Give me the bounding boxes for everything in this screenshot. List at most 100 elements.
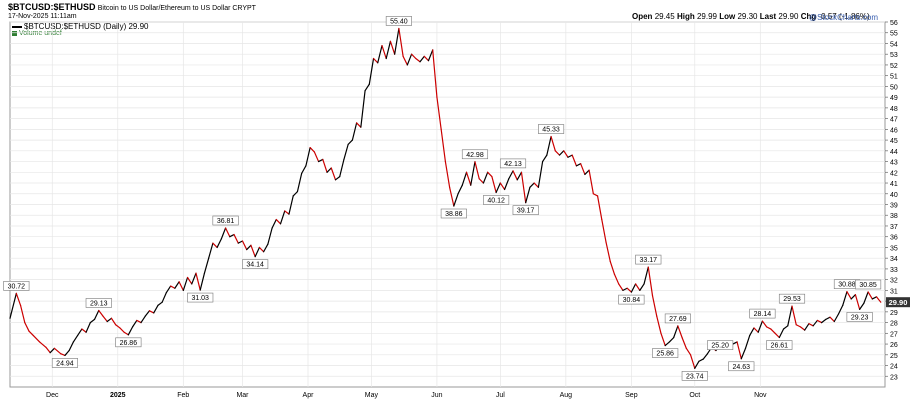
y-tick-label: 26 xyxy=(890,342,898,349)
price-line-segment xyxy=(778,328,785,339)
y-tick-label: 49 xyxy=(890,95,898,102)
price-line-segment xyxy=(698,358,704,362)
price-line-segment xyxy=(482,171,489,184)
price-line-segment xyxy=(601,218,607,243)
price-line-segment xyxy=(664,341,671,347)
price-line-segment xyxy=(550,135,556,152)
data-label: 40.12 xyxy=(487,197,505,204)
price-line-segment xyxy=(440,128,446,163)
data-label: 42.13 xyxy=(504,161,522,168)
data-label: 30.84 xyxy=(623,297,641,304)
price-line-segment xyxy=(749,327,755,337)
y-tick-label: 56 xyxy=(890,20,898,27)
price-line-segment xyxy=(457,184,463,195)
price-line-segment xyxy=(144,310,151,317)
y-tick-label: 34 xyxy=(890,256,898,263)
data-label: 34.14 xyxy=(246,262,264,269)
price-line-segment xyxy=(165,285,172,294)
chart-date: 17-Nov-2025 11:11am xyxy=(8,13,77,20)
price-line-segment xyxy=(334,175,341,181)
data-label-box xyxy=(766,340,793,350)
price-line-segment xyxy=(309,147,315,153)
price-line-segment xyxy=(199,272,206,291)
last-label: Last xyxy=(759,12,777,21)
series-legend: $BTCUSD:$ETHUSD (Daily) 29.90 xyxy=(12,22,148,32)
y-tick-label: 44 xyxy=(890,149,898,156)
price-line-segment xyxy=(153,304,159,314)
price-line-segment xyxy=(148,310,155,314)
x-tick-label: Aug xyxy=(560,392,573,399)
data-label-box xyxy=(85,298,112,308)
data-label-box xyxy=(778,293,806,304)
price-line-segment xyxy=(529,182,535,188)
price-line-segment xyxy=(478,178,485,184)
price-line-segment xyxy=(533,182,539,188)
price-line-segment xyxy=(525,186,531,204)
data-label-box xyxy=(212,215,239,226)
price-line-segment xyxy=(106,317,113,323)
data-label: 25.20 xyxy=(711,343,729,350)
price-line-segment xyxy=(656,315,662,334)
price-line-segment xyxy=(64,349,70,357)
y-tick-label: 33 xyxy=(890,267,898,274)
y-tick-label: 43 xyxy=(890,160,898,167)
price-line-segment xyxy=(93,309,100,320)
price-line-segment xyxy=(415,57,421,63)
price-line-segment xyxy=(567,154,573,158)
price-line-segment xyxy=(351,122,358,141)
price-line-segment xyxy=(60,353,66,357)
price-line-segment xyxy=(131,319,138,328)
price-line-segment xyxy=(343,143,349,161)
data-label-box xyxy=(51,358,79,368)
volume-legend: Volume undef xyxy=(12,30,62,37)
price-line-segment xyxy=(449,186,455,207)
data-label: 29.23 xyxy=(851,314,869,321)
price-line-segment xyxy=(45,346,51,354)
price-line-segment xyxy=(140,315,146,324)
price-line-segment xyxy=(15,292,22,307)
price-line-segment xyxy=(470,161,476,186)
data-label: 24.94 xyxy=(56,360,74,367)
price-line-segment xyxy=(871,296,878,300)
price-line-segment xyxy=(136,319,142,324)
price-line-segment xyxy=(635,283,641,291)
data-label: 38.86 xyxy=(445,211,463,218)
data-label-box xyxy=(440,208,467,219)
price-line-segment xyxy=(584,169,590,176)
y-tick-label: 45 xyxy=(890,138,898,145)
data-label-box xyxy=(115,337,142,348)
price-line-segment xyxy=(208,242,214,259)
last-value: 29.90 xyxy=(778,12,799,21)
x-tick-label: Jun xyxy=(431,392,442,399)
price-line-segment xyxy=(744,334,751,349)
price-line-segment xyxy=(825,316,831,320)
data-label: 30.88 xyxy=(838,282,856,289)
high-label: High xyxy=(676,12,695,21)
x-tick-label: Jul xyxy=(496,392,505,399)
price-line-segment xyxy=(677,325,683,339)
data-label-box xyxy=(664,313,691,324)
price-line-segment xyxy=(182,276,189,291)
price-line-segment xyxy=(81,328,87,333)
data-label-box xyxy=(385,16,412,26)
price-line-segment xyxy=(203,257,210,274)
price-line-segment xyxy=(837,304,844,315)
price-line-segment xyxy=(364,83,370,92)
price-line-segment xyxy=(643,266,649,285)
data-label-box xyxy=(499,158,527,169)
price-line-segment xyxy=(829,316,835,323)
price-line-segment xyxy=(580,163,586,176)
price-line-segment xyxy=(402,55,408,66)
price-line-segment xyxy=(673,325,679,339)
price-line-segment xyxy=(732,341,738,345)
x-tick-label: Oct xyxy=(689,392,700,399)
price-line-segment xyxy=(53,347,62,355)
price-line-segment xyxy=(812,319,818,327)
series-swatch xyxy=(12,25,22,28)
price-line-segment xyxy=(863,291,869,304)
price-line-segment xyxy=(495,182,501,194)
price-line-segment xyxy=(170,285,176,289)
price-line-segment xyxy=(263,243,269,253)
price-line-segment xyxy=(474,161,480,180)
price-line-segment xyxy=(630,283,637,293)
